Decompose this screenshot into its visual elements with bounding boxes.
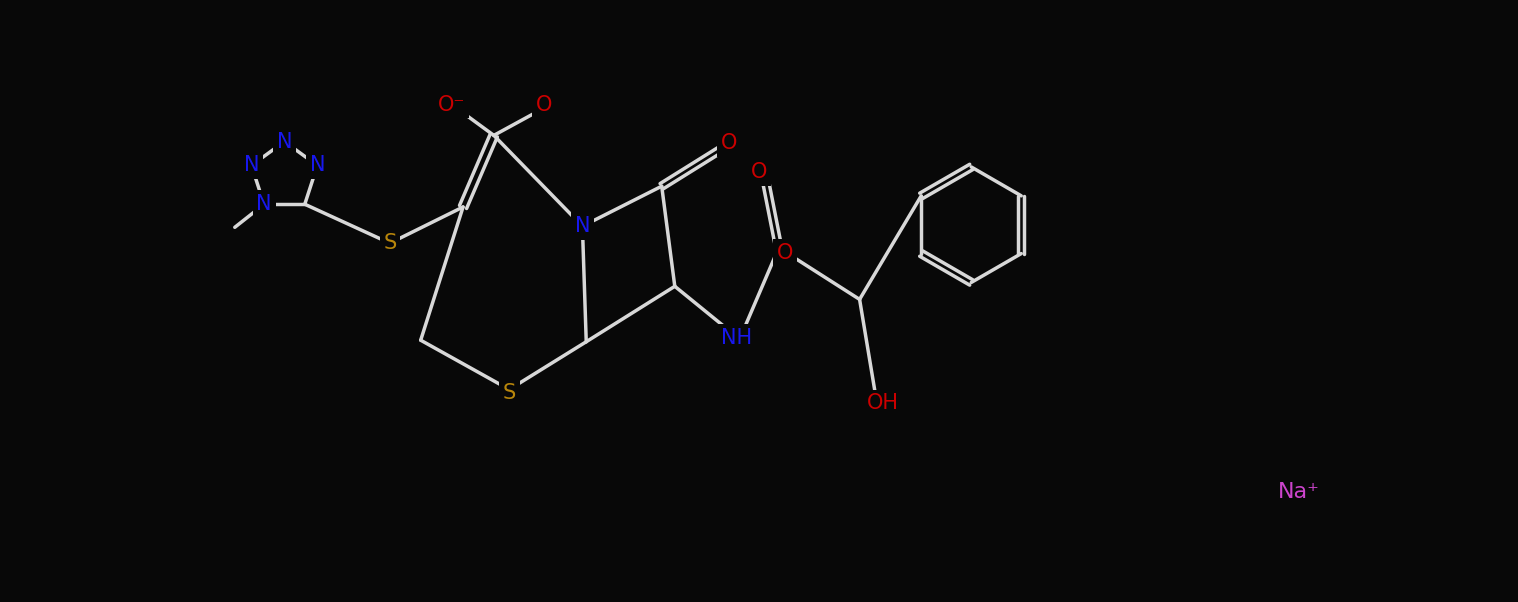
Text: O⁻: O⁻ — [437, 95, 465, 114]
Text: N: N — [310, 155, 325, 175]
Text: Na⁺: Na⁺ — [1278, 482, 1319, 502]
Text: S: S — [383, 233, 396, 253]
Text: OH: OH — [867, 393, 899, 414]
Text: N: N — [575, 216, 591, 236]
Text: N: N — [244, 155, 260, 175]
Text: O: O — [751, 163, 768, 182]
Text: O: O — [777, 243, 792, 263]
Text: O: O — [536, 95, 553, 114]
Text: N: N — [257, 194, 272, 214]
Text: O: O — [721, 133, 736, 153]
Text: NH: NH — [721, 328, 751, 348]
Text: N: N — [276, 132, 291, 152]
Text: S: S — [502, 383, 516, 403]
